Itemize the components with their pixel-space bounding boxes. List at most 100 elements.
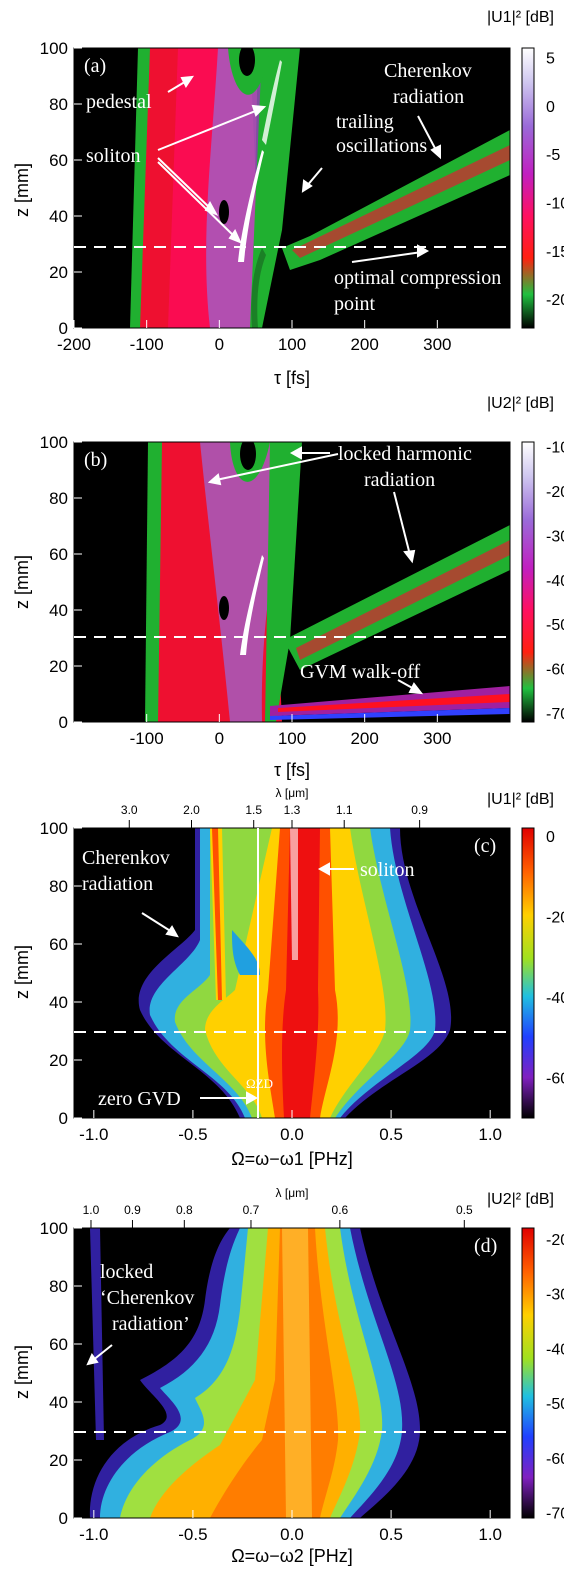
colorbar-tick-label: -40 — [546, 1341, 564, 1358]
annotation: trailing — [336, 111, 394, 133]
annotation: radiation — [364, 469, 435, 491]
heatmap-d — [89, 1228, 420, 1518]
colorbar-tick-label: -60 — [546, 662, 564, 679]
y-axis-label: z [mm] — [12, 163, 32, 217]
colorbar-tick-label: -60 — [546, 1071, 564, 1088]
y-tick-label: 80 — [49, 1277, 68, 1296]
colorbar-tick-label: -15 — [546, 244, 564, 261]
panel-label: (d) — [474, 1235, 497, 1257]
colorbar-a — [521, 47, 535, 329]
y-tick-label: 0 — [59, 1509, 68, 1528]
y-tick-label: 100 — [40, 433, 68, 452]
x-tick-label: -200 — [57, 335, 91, 354]
panel-b — [73, 441, 511, 723]
x-tick-label: 200 — [350, 729, 378, 748]
y-tick-label: 80 — [49, 489, 68, 508]
x-tick-label: 0.0 — [280, 1525, 304, 1544]
top-axis-label: λ [μm] — [276, 1186, 309, 1200]
top-axis-label: λ [μm] — [276, 786, 309, 800]
colorbar-tick-label: -60 — [546, 1451, 564, 1468]
top-tick-label: 0.7 — [243, 1203, 260, 1217]
panel-label: (a) — [84, 55, 106, 77]
x-tick-label: -1.0 — [79, 1125, 108, 1144]
annotation: Cherenkov — [384, 60, 472, 82]
colorbar-tick-label: -30 — [546, 1287, 564, 1304]
colorbar-tick-label: -50 — [546, 617, 564, 634]
colorbar-tick-label: -20 — [546, 484, 564, 501]
x-tick-label: -100 — [130, 335, 164, 354]
x-tick-label: 0 — [215, 335, 224, 354]
colorbar-tick-label: -30 — [546, 528, 564, 545]
annotation: radiation — [393, 86, 464, 108]
y-tick-label: 40 — [49, 207, 68, 226]
colorbar-title: |U1|² [dB] — [487, 9, 554, 26]
colorbar-tick-label: -50 — [546, 1396, 564, 1413]
colorbar-tick-label: -10 — [546, 439, 564, 456]
colorbar-tick-label: 5 — [546, 51, 555, 68]
panel-c — [73, 827, 511, 1119]
top-tick-label: 2.0 — [183, 803, 200, 817]
top-tick-label: 0.9 — [124, 1203, 141, 1217]
annotation: soliton — [360, 859, 414, 881]
x-axis-label: Ω=ω−ω2 [PHz] — [231, 1546, 353, 1566]
y-tick-label: 20 — [49, 1051, 68, 1070]
top-tick-label: 1.1 — [336, 803, 353, 817]
colorbar-tick-label: -20 — [546, 1232, 564, 1249]
y-axis-label: z [mm] — [12, 555, 32, 609]
y-tick-label: 100 — [40, 39, 68, 58]
colorbar-tick-label: -5 — [546, 147, 560, 164]
x-tick-label: 200 — [350, 335, 378, 354]
y-axis-label: z [mm] — [12, 945, 32, 999]
panel-a — [73, 47, 511, 329]
annotation: GVM walk-off — [300, 661, 421, 683]
annotation: locked harmonic — [338, 443, 472, 465]
tick-labels: -200-100010020030002040608010050-5-10-15… — [40, 39, 564, 1544]
x-tick-label: 1.0 — [478, 1525, 502, 1544]
annotation: optimal compression — [334, 267, 501, 289]
colorbar-tick-label: -20 — [546, 292, 564, 309]
x-tick-label: 300 — [423, 729, 451, 748]
y-tick-label: 100 — [40, 819, 68, 838]
y-tick-label: 0 — [59, 1109, 68, 1128]
y-tick-label: 60 — [49, 1335, 68, 1354]
panel-label: (b) — [84, 449, 107, 471]
colorbar-b — [521, 441, 535, 723]
colorbar-tick-label: -40 — [546, 573, 564, 590]
panel-d — [73, 1227, 511, 1519]
y-tick-label: 80 — [49, 877, 68, 896]
x-tick-label: -0.5 — [178, 1125, 207, 1144]
annotation: ‘Cherenkov — [100, 1287, 194, 1309]
x-tick-label: -100 — [130, 729, 164, 748]
y-tick-label: 40 — [49, 993, 68, 1012]
colorbar-c — [521, 827, 535, 1119]
y-tick-label: 40 — [49, 601, 68, 620]
y-tick-label: 20 — [49, 1451, 68, 1470]
top-tick-label: 1.3 — [284, 803, 301, 817]
heatmap-b — [145, 442, 510, 722]
x-tick-label: -1.0 — [79, 1525, 108, 1544]
colorbar-tick-label: 0 — [546, 99, 555, 116]
y-tick-label: 0 — [59, 713, 68, 732]
x-tick-label: 100 — [278, 335, 306, 354]
y-tick-label: 100 — [40, 1219, 68, 1238]
colorbar-tick-label: -20 — [546, 910, 564, 927]
x-axis-label: Ω=ω−ω1 [PHz] — [231, 1149, 353, 1169]
annotation: point — [334, 293, 376, 315]
annotation: ΩZD — [246, 1076, 273, 1091]
top-tick-label: 1.0 — [83, 1203, 100, 1217]
y-tick-label: 60 — [49, 545, 68, 564]
top-tick-label: 1.5 — [245, 803, 262, 817]
heatmap-c — [138, 828, 452, 1118]
y-tick-label: 60 — [49, 151, 68, 170]
y-tick-label: 20 — [49, 263, 68, 282]
annotation: radiation’ — [112, 1313, 190, 1335]
annotation: zero GVD — [98, 1088, 181, 1110]
x-tick-label: 300 — [423, 335, 451, 354]
top-tick-label: 0.6 — [332, 1203, 349, 1217]
x-tick-label: 0.0 — [280, 1125, 304, 1144]
x-tick-label: 0.5 — [379, 1525, 403, 1544]
annotation: soliton — [86, 145, 140, 167]
top-tick-label: 0.8 — [176, 1203, 193, 1217]
